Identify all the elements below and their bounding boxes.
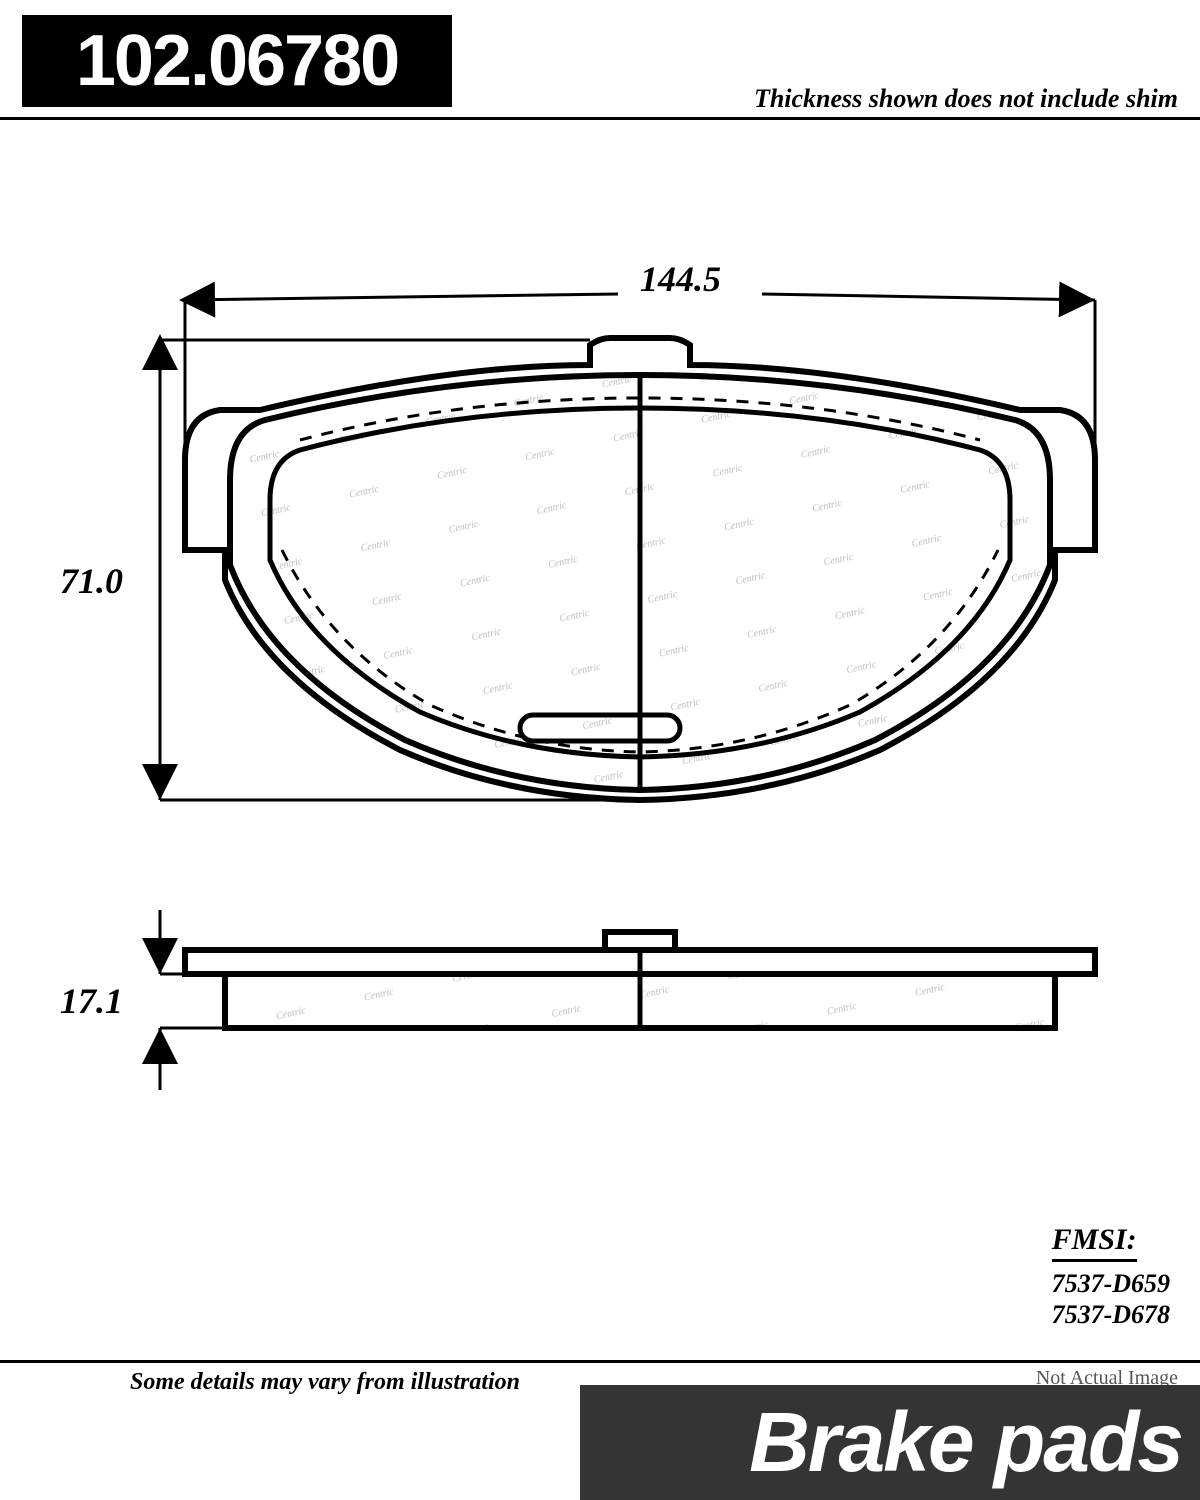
fmsi-code-0: 7537-D659	[1052, 1268, 1170, 1299]
fmsi-code-1: 7537-D678	[1052, 1299, 1170, 1330]
dim-width-line-right	[762, 294, 1095, 300]
header-bar: 102.06780 Thickness shown does not inclu…	[0, 0, 1200, 120]
vary-note: Some details may vary from illustration	[130, 1369, 520, 1396]
footer-bar: Some details may vary from illustration …	[0, 1360, 1200, 1500]
category-box: Brake pads	[580, 1385, 1200, 1500]
part-number: 102.06780	[76, 20, 398, 102]
part-number-box: 102.06780	[22, 15, 452, 107]
diagram-area: 144.5 71.0 17.1 Centric	[0, 150, 1200, 1350]
dim-width-line-left	[185, 294, 618, 300]
fmsi-block: FMSI: 7537-D659 7537-D678	[1052, 1223, 1170, 1330]
technical-drawing-svg: Centric	[0, 150, 1200, 1250]
thickness-note: Thickness shown does not include shim	[754, 84, 1178, 114]
category-label: Brake pads	[749, 1394, 1182, 1491]
fmsi-label: FMSI:	[1052, 1223, 1137, 1262]
edge-view	[185, 932, 1095, 1028]
